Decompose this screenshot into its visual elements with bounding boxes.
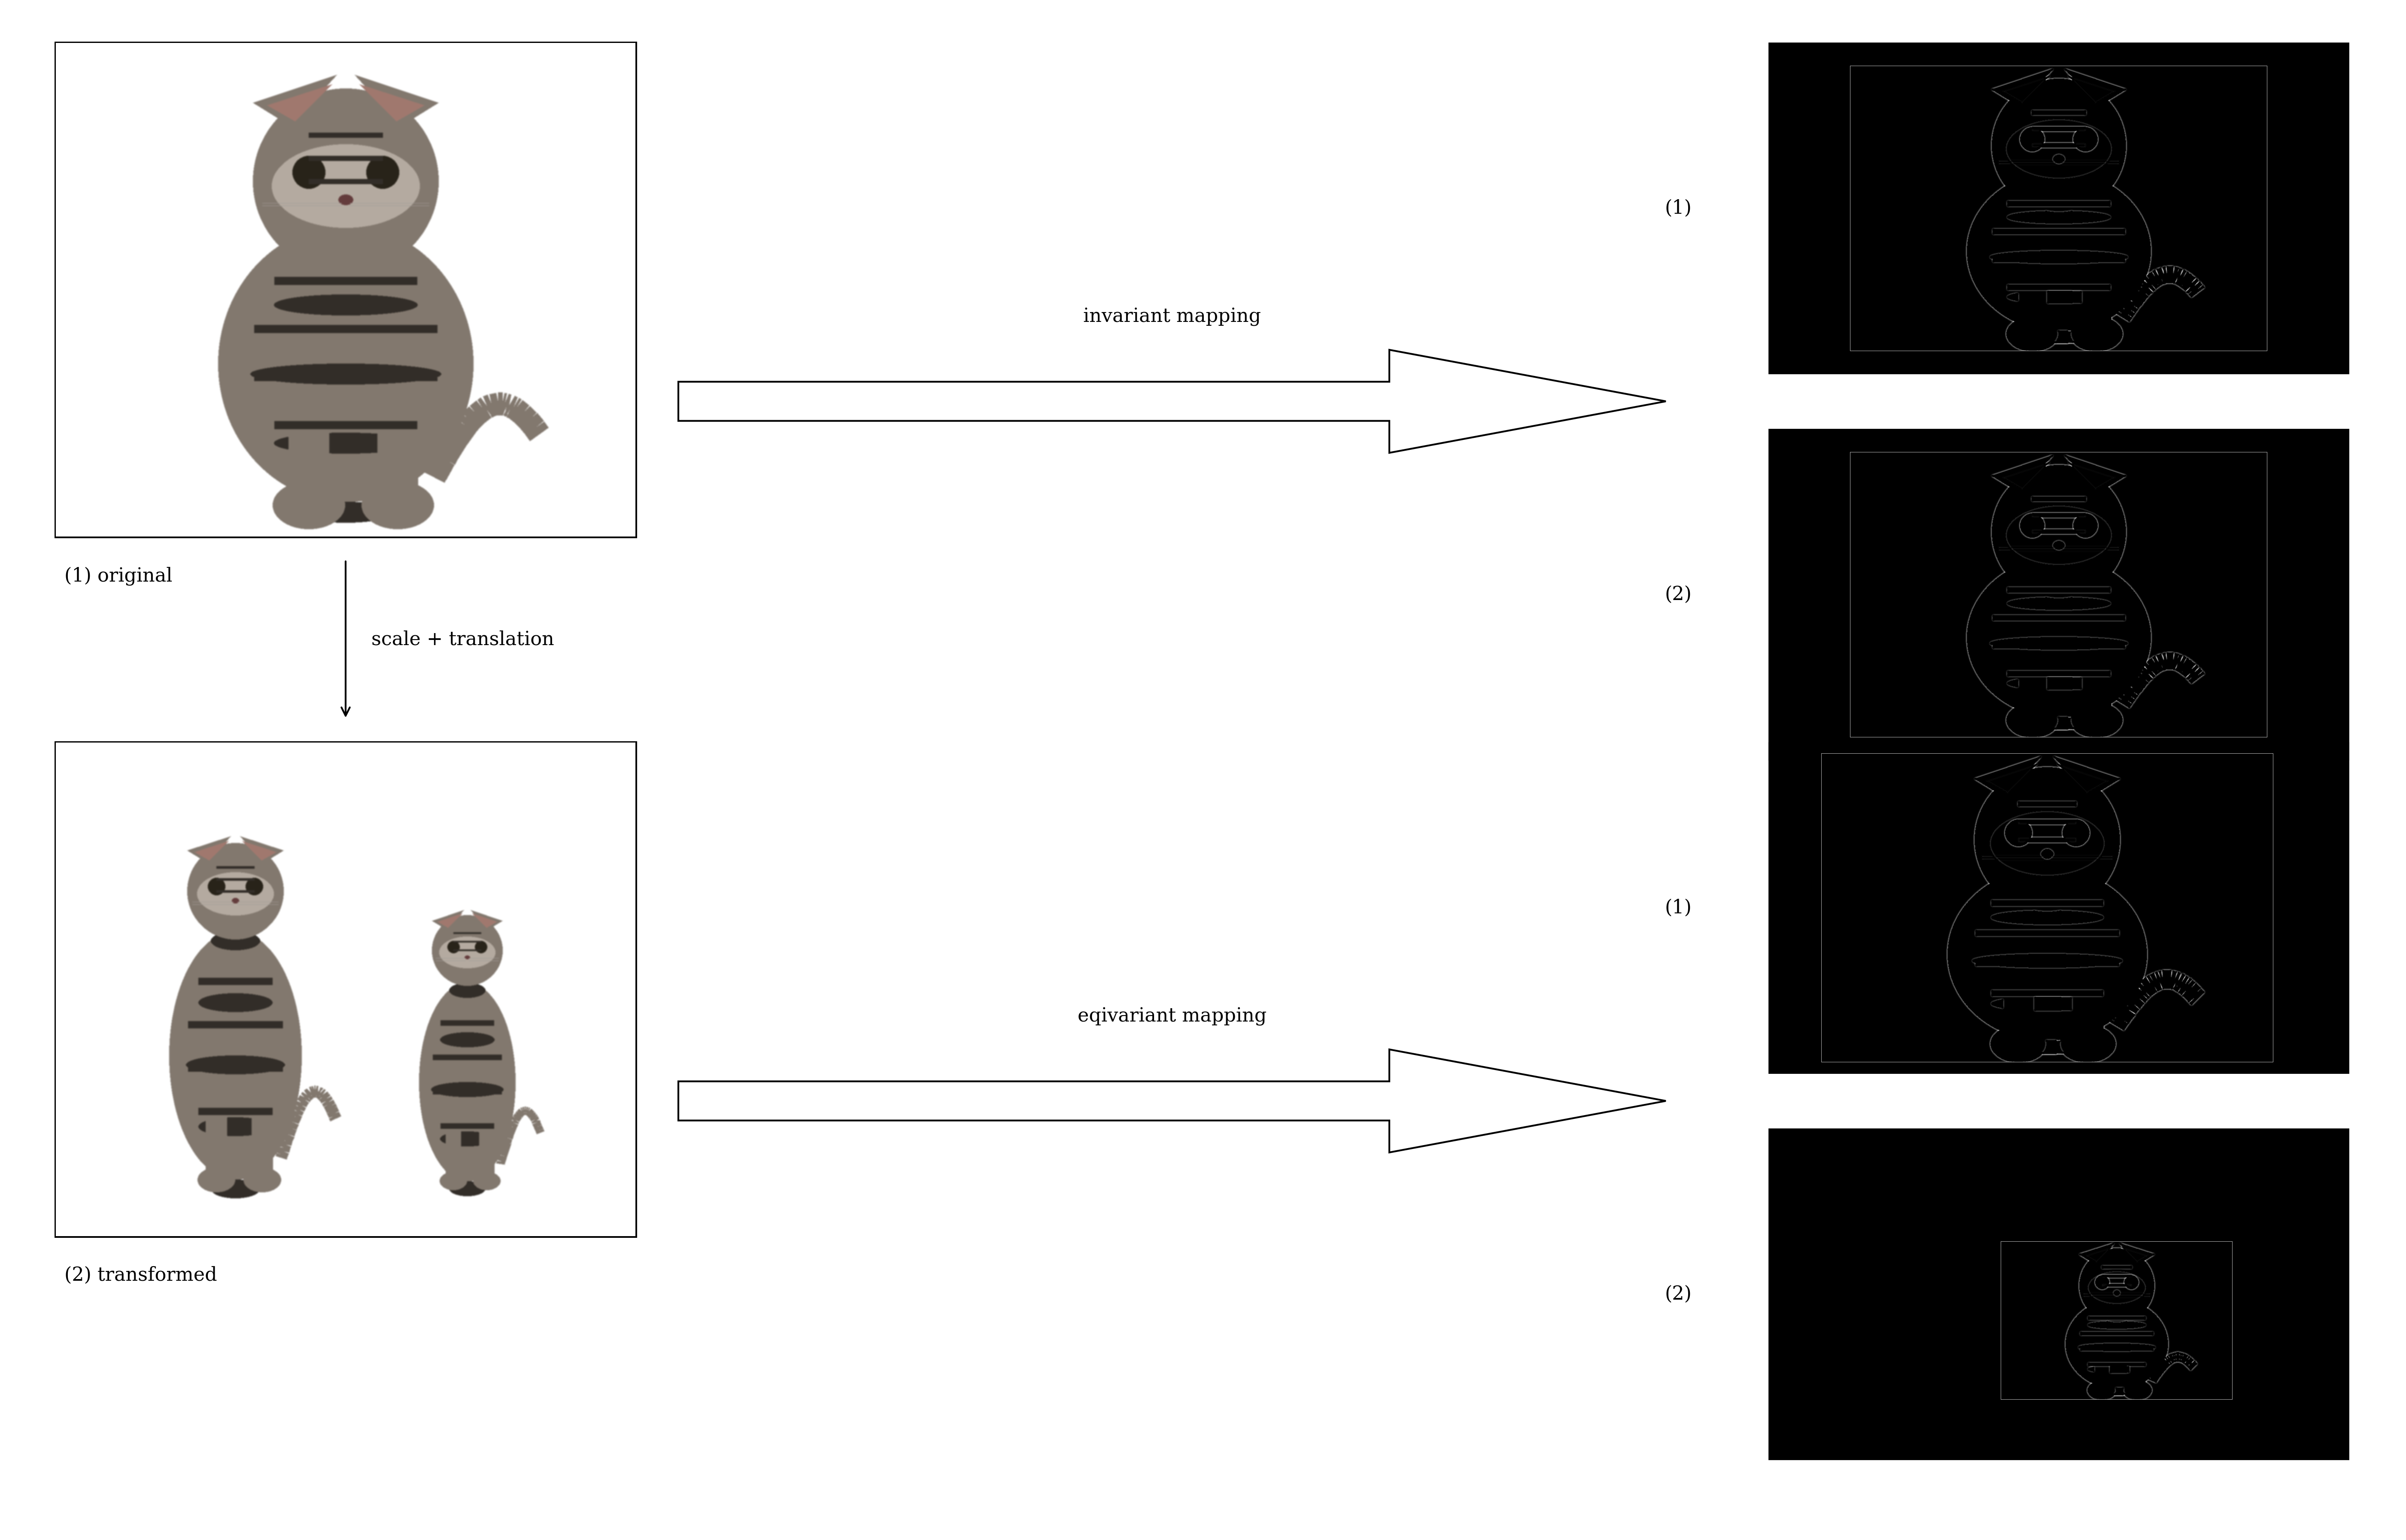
Bar [55,742,635,1237]
Text: scale + translation: scale + translation [371,630,553,648]
Bar [55,43,635,536]
Text: (1): (1) [1665,199,1691,217]
Text: (1) original: (1) original [65,567,173,585]
Text: (2): (2) [1665,1284,1691,1303]
Bar [1768,430,2348,759]
Bar [1768,1129,2348,1460]
Text: (1): (1) [1665,898,1691,916]
Bar [1768,742,2348,1073]
Text: eqivariant mapping: eqivariant mapping [1078,1007,1266,1026]
Text: invariant mapping: invariant mapping [1083,308,1261,326]
Text: (2) transformed: (2) transformed [65,1266,217,1284]
Text: (2): (2) [1665,585,1691,604]
Polygon shape [678,1049,1665,1152]
Polygon shape [678,350,1665,453]
Bar [1768,43,2348,373]
